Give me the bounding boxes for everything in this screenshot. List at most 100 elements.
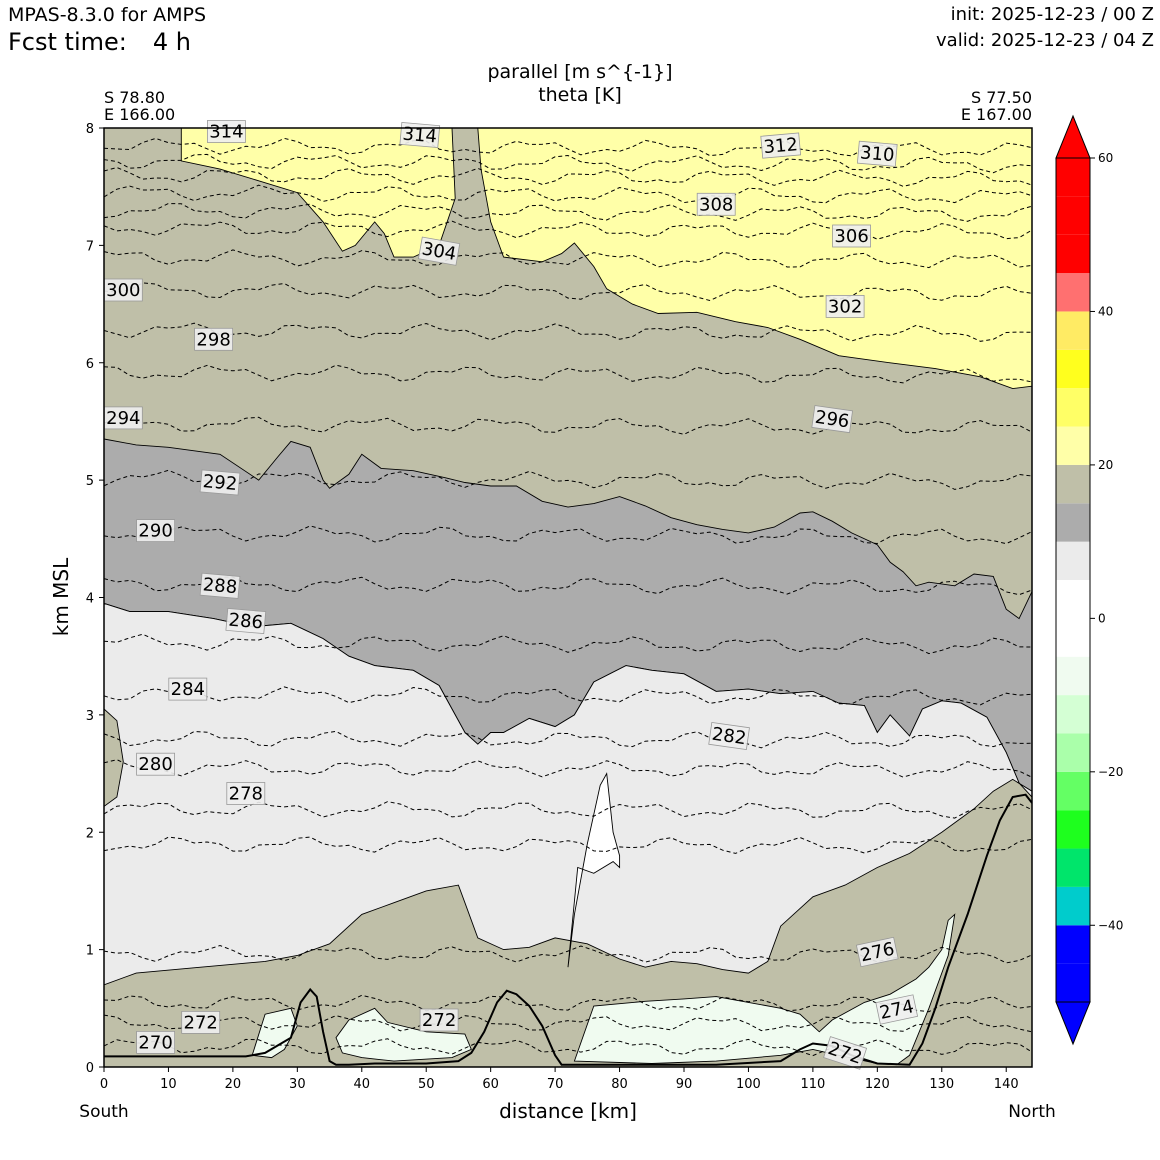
wind-band-neg5-0-mid	[335, 1007, 472, 1062]
x-axis-label: distance [km]	[499, 1099, 637, 1123]
colorbar-segment	[1056, 963, 1090, 1002]
theta-label-box	[856, 140, 898, 167]
theta-label-text: 272	[184, 1012, 218, 1033]
x-tick-label: 130	[929, 1077, 954, 1092]
theta-label-box	[225, 607, 267, 635]
left-lon: E 166.00	[104, 105, 175, 124]
x-tick-label: 60	[482, 1077, 499, 1092]
theta-label-box	[825, 294, 865, 318]
theta-label-text: 302	[828, 296, 862, 317]
theta-label-302: 302	[825, 294, 865, 318]
theta-label-274: 274	[875, 994, 919, 1025]
theta-contour-298	[104, 322, 1032, 342]
theta-contour-284	[104, 686, 1032, 706]
theta-label-box	[419, 1008, 459, 1032]
theta-label-text: 286	[228, 610, 264, 634]
theta-label-box	[136, 752, 176, 776]
colorbar-segment	[1056, 695, 1090, 734]
colorbar-extend-high	[1055, 114, 1091, 159]
colorbar-segment	[1056, 541, 1090, 580]
theta-label-text: 288	[202, 574, 238, 598]
theta-label-272: 272	[181, 1011, 221, 1034]
theta-label-text: 298	[196, 329, 230, 350]
theta-label-text: 296	[814, 407, 851, 433]
colorbar-extend-low	[1055, 1001, 1091, 1046]
colorbar-segment	[1056, 273, 1090, 312]
theta-contour-270	[104, 1038, 1032, 1057]
x-tick-label: 80	[611, 1077, 628, 1092]
theta-label-284: 284	[168, 677, 208, 701]
colorbar-segment	[1056, 656, 1090, 696]
theta-contour-314	[104, 137, 1032, 157]
theta-label-292: 292	[199, 469, 241, 496]
right-lat: S 77.50	[971, 88, 1032, 107]
theta-label-286: 286	[225, 607, 267, 635]
theta-label-296: 296	[811, 405, 853, 434]
theta-label-box	[696, 192, 736, 216]
theta-contour-300	[104, 282, 1032, 302]
colorbar-segment	[1056, 810, 1090, 849]
model-title: MPAS-8.3.0 for AMPS	[8, 4, 207, 26]
theta-contour-280	[104, 759, 1032, 778]
theta-label-text: 306	[834, 226, 868, 247]
y-axis-label: km MSL	[49, 557, 73, 636]
theta-label-text: 310	[859, 142, 895, 166]
theta-contour-310	[104, 166, 1032, 187]
theta-contour-272	[104, 1014, 1032, 1033]
theta-label-text: 308	[699, 194, 733, 215]
x-tick-label: 120	[865, 1077, 890, 1092]
theta-label-text: 284	[171, 679, 205, 700]
y-tick-label: 8	[86, 122, 94, 137]
theta-label-288: 288	[199, 572, 241, 599]
x-tick-label: 40	[354, 1077, 371, 1092]
theta-label-text: 314	[209, 122, 243, 143]
theta-label-box	[855, 936, 899, 968]
colorbar-segment	[1056, 503, 1090, 542]
chart-title-line1: parallel [m s^{-1}]	[487, 61, 672, 83]
colorbar-segment	[1056, 886, 1090, 926]
theta-label-box	[194, 327, 234, 351]
theta-label-box	[760, 132, 802, 159]
theta-contour-276	[104, 836, 1032, 854]
colorbar-segment	[1056, 234, 1090, 274]
theta-label-box	[206, 120, 246, 143]
theta-label-text: 292	[202, 471, 238, 495]
x-tick-label: 10	[160, 1077, 177, 1092]
colorbar-segment	[1056, 848, 1090, 887]
colorbar-segment	[1056, 388, 1090, 427]
north-label: North	[1008, 1102, 1056, 1122]
theta-contour-302	[104, 249, 1032, 269]
forecast-time-value: 4 h	[152, 28, 191, 56]
theta-contour-288	[104, 576, 1032, 596]
south-label: South	[79, 1102, 128, 1122]
theta-label-text: 300	[106, 280, 140, 301]
terrain-line	[104, 793, 1032, 1066]
valid-time: valid: 2025-12-23 / 04 Z	[936, 30, 1154, 51]
theta-label-box	[418, 236, 461, 266]
theta-label-272: 272	[419, 1008, 459, 1032]
colorbar-segment	[1056, 196, 1090, 235]
colorbar-segment	[1056, 733, 1090, 772]
theta-contour-282	[104, 730, 1032, 749]
theta-label-text: 278	[229, 784, 263, 805]
wind-band-25-30	[180, 128, 1032, 390]
theta-label-box	[199, 572, 241, 599]
theta-label-box	[181, 1011, 221, 1034]
theta-label-box	[708, 722, 750, 750]
chart-title-line2: theta [K]	[538, 84, 622, 106]
y-tick-label: 1	[86, 944, 94, 959]
theta-label-276: 276	[855, 936, 899, 968]
x-tick-label: 140	[994, 1077, 1019, 1092]
theta-label-box	[823, 1036, 868, 1070]
colorbar-segment	[1056, 771, 1090, 811]
theta-label-text: 282	[711, 724, 748, 750]
y-tick-label: 6	[86, 357, 94, 372]
y-tick-label: 3	[86, 709, 94, 724]
theta-label-box	[168, 677, 208, 701]
colorbar-segment	[1056, 158, 1090, 197]
forecast-time: Fcst time: 4 h	[8, 28, 191, 56]
theta-contour-296	[104, 364, 1032, 384]
theta-contour-308	[104, 184, 1032, 204]
